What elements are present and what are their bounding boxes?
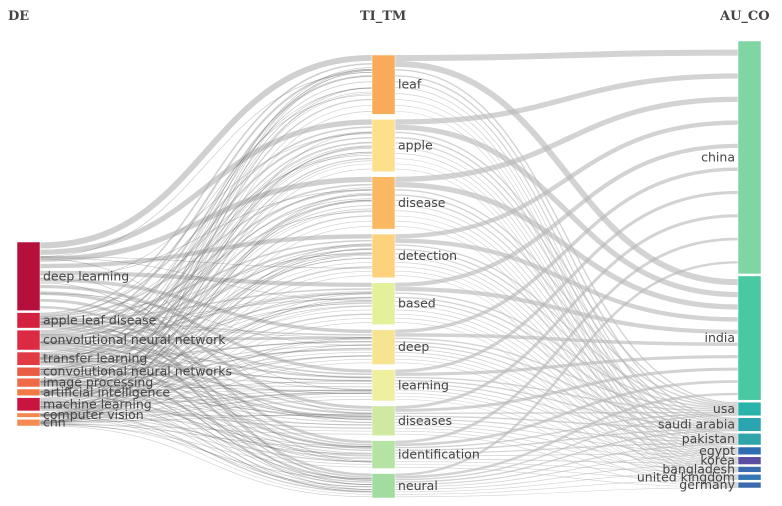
link-apple-to-china xyxy=(395,76,738,122)
node-label-detection: detection xyxy=(398,248,457,263)
link-leaf-to-china xyxy=(395,53,738,58)
link-edge-deep-learning-to-leaf xyxy=(40,72,372,256)
link-edge-cnn-to-neural xyxy=(40,424,372,479)
node-label-identification: identification xyxy=(398,447,480,462)
node-au-co-bangladesh[interactable] xyxy=(738,467,761,473)
column-header-au-co: AU_CO xyxy=(719,9,770,24)
node-au-co-china[interactable] xyxy=(738,41,761,274)
node-de-apple-leaf-disease[interactable] xyxy=(17,313,40,328)
node-label-leaf: leaf xyxy=(398,77,422,92)
node-ti-tm-identification[interactable] xyxy=(372,441,395,469)
node-ti-tm-neural[interactable] xyxy=(372,474,395,498)
node-ti-tm-leaf[interactable] xyxy=(372,55,395,114)
node-label-diseases: diseases xyxy=(398,413,452,428)
node-au-co-india[interactable] xyxy=(738,276,761,400)
node-ti-tm-disease[interactable] xyxy=(372,177,395,229)
node-label-cnn: cnn xyxy=(43,415,66,430)
node-au-co-united-kingdom[interactable] xyxy=(738,474,761,480)
link-disease-to-china xyxy=(395,99,738,179)
link-based-to-china xyxy=(395,146,738,285)
node-ti-tm-based[interactable] xyxy=(372,283,395,325)
node-au-co-saudi-arabia[interactable] xyxy=(738,418,761,432)
node-au-co-pakistan[interactable] xyxy=(738,433,761,445)
node-de-artificial-intelligence[interactable] xyxy=(17,389,40,396)
node-de-transfer-learning[interactable] xyxy=(17,352,40,365)
node-de-computer-vision[interactable] xyxy=(17,413,40,417)
node-de-deep-learning[interactable] xyxy=(17,242,40,311)
node-au-co-egypt[interactable] xyxy=(738,447,761,455)
node-label-learning: learning xyxy=(398,377,449,392)
node-label-neural: neural xyxy=(398,478,438,493)
node-ti-tm-apple[interactable] xyxy=(372,119,395,171)
node-label-based: based xyxy=(398,296,436,311)
node-label-saudi-arabia: saudi arabia xyxy=(658,417,735,432)
node-label-usa: usa xyxy=(713,401,735,416)
node-ti-tm-learning[interactable] xyxy=(372,370,395,401)
node-ti-tm-detection[interactable] xyxy=(372,234,395,278)
node-label-deep: deep xyxy=(398,339,429,354)
node-label-india: india xyxy=(705,330,735,345)
node-label-apple: apple xyxy=(398,138,433,153)
node-de-convolutional-neural-networks[interactable] xyxy=(17,367,40,376)
column-header-ti-tm: TI_TM xyxy=(360,9,406,24)
node-label-disease: disease xyxy=(398,195,446,210)
node-de-machine-learning[interactable] xyxy=(17,398,40,411)
node-label-apple-leaf-disease: apple leaf disease xyxy=(43,312,157,327)
node-ti-tm-diseases[interactable] xyxy=(372,406,395,436)
node-label-china: china xyxy=(701,149,735,164)
node-label-germany: germany xyxy=(679,477,735,492)
node-de-convolutional-neural-network[interactable] xyxy=(17,330,40,350)
node-label-convolutional-neural-network: convolutional neural network xyxy=(43,332,226,347)
node-au-co-usa[interactable] xyxy=(738,402,761,416)
column-header-de: DE xyxy=(8,9,29,24)
node-label-deep-learning: deep learning xyxy=(43,268,129,283)
node-ti-tm-deep[interactable] xyxy=(372,330,395,365)
node-de-cnn[interactable] xyxy=(17,419,40,426)
node-de-image-processing[interactable] xyxy=(17,378,40,387)
node-au-co-korea[interactable] xyxy=(738,457,761,465)
node-au-co-germany[interactable] xyxy=(738,482,761,488)
